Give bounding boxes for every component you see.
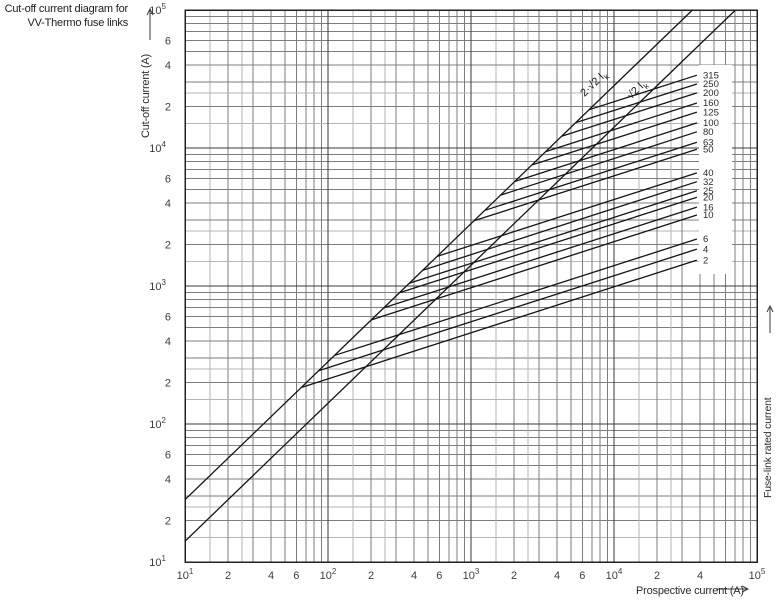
- fuse-cutoff-line: [399, 196, 698, 294]
- y-tick-label: 2: [165, 239, 171, 251]
- x-tick-label: 4: [697, 570, 703, 582]
- chart-title-line1: Cut-off current diagram for: [4, 3, 129, 15]
- fuse-rating-label: 315: [703, 70, 719, 81]
- y-tick-label: 6: [165, 312, 171, 324]
- y-tick-label: 6: [165, 174, 171, 186]
- x-tick-label: 105: [749, 567, 766, 582]
- fuse-rating-label: 125: [703, 107, 719, 118]
- fuse-rating-label: 40: [703, 168, 714, 179]
- x-tick-label: 2: [225, 570, 231, 582]
- fuse-cutoff-line: [383, 206, 698, 309]
- y-tick-label: 6: [165, 450, 171, 462]
- fuse-cutoff-line: [575, 83, 698, 124]
- fuse-rating-label: 250: [703, 79, 719, 90]
- fuse-cutoff-line: [514, 122, 698, 183]
- rating-label-box: [699, 65, 732, 274]
- x-tick-labels: 101 2 4 6 102 2 4 6 103 2 4 6 104 2 4 105: [177, 567, 766, 582]
- x-tick-label: 104: [606, 567, 623, 582]
- y-tick-label: 2: [165, 101, 171, 113]
- fuse-rating-label: 20: [703, 192, 714, 203]
- y-tick-label: 102: [149, 416, 166, 431]
- x-tick-label: 2: [511, 570, 517, 582]
- fuse-cutoff-line: [484, 141, 698, 211]
- x-tick-label: 4: [268, 570, 274, 582]
- y-tick-label: 104: [149, 140, 166, 155]
- x-axis-arrow-icon: [716, 585, 750, 593]
- fuse-cutoff-line: [301, 259, 698, 389]
- fuse-cutoff-line: [334, 238, 698, 357]
- fuse-cutoff-line: [422, 181, 698, 271]
- x-tick-label: 102: [320, 567, 337, 582]
- fuse-cutoff-line: [545, 102, 698, 153]
- fuse-rating-label: 100: [703, 118, 719, 129]
- chart-title-line2: VV-Thermo fuse links: [27, 16, 128, 29]
- y-tick-label: 4: [165, 60, 171, 72]
- x-tick-label: 103: [463, 567, 480, 582]
- y-tick-label: 2: [165, 515, 171, 527]
- y-tick-label: 103: [149, 278, 166, 293]
- x-tick-label: 6: [579, 570, 585, 582]
- fuse-rating-label: 32: [703, 177, 714, 188]
- x-tick-label: 2: [654, 570, 660, 582]
- fuse-rating-label: 63: [703, 137, 714, 148]
- x-tick-label: 2: [368, 570, 374, 582]
- y-tick-label: 4: [165, 198, 171, 210]
- fuse-cutoff-line: [473, 148, 698, 222]
- fuse-rating-label: 160: [703, 98, 719, 109]
- fuse-cutoff-line: [409, 190, 698, 284]
- peak-current-line: [185, 10, 693, 501]
- fuse-cutoff-line: [588, 74, 698, 111]
- x-tick-label: 6: [293, 570, 299, 582]
- fuse-cutoff-line: [561, 92, 698, 137]
- fuse-rating-label: 80: [703, 127, 714, 138]
- fuse-rating-label: 16: [703, 202, 714, 213]
- right-axis-arrow-icon: [766, 304, 774, 333]
- fuse-cutoff-line: [436, 172, 698, 257]
- y-tick-label: 101: [149, 554, 166, 569]
- y-axis-arrow-icon: [146, 7, 154, 40]
- fuse-cutoff-line: [500, 131, 698, 196]
- fuse-rating-label: 4: [703, 244, 708, 255]
- fuse-rating-label: 6: [703, 234, 708, 245]
- x-tick-label: 4: [554, 570, 560, 582]
- y-tick-labels: 105 6 4 2 104 6 4 2 103 6 4 2 102 6 4 2 101: [149, 2, 171, 569]
- fuse-rating-label: 200: [703, 88, 719, 99]
- y-tick-label: 105: [149, 2, 166, 17]
- curves: [185, 10, 736, 542]
- x-tick-label: 6: [436, 570, 442, 582]
- y-axis-label: Cut-off current (A): [140, 53, 152, 138]
- fuse-cutoff-line: [531, 111, 698, 166]
- y-tick-label: 2: [165, 377, 171, 389]
- fuse-rating-label: 50: [703, 144, 714, 155]
- fuse-cutoff-line: [371, 214, 698, 321]
- fuse-rating-label: 25: [703, 186, 714, 197]
- peak-current-line: [185, 10, 736, 542]
- fuse-cutoff-line: [318, 248, 698, 372]
- chart-title: Cut-off current diagram for VV-Thermo fu…: [2, 3, 129, 30]
- y-tick-label: 4: [165, 336, 171, 348]
- x-tick-label: 4: [411, 570, 417, 582]
- y-tick-label: 6: [165, 36, 171, 48]
- fuse-rating-label: 2: [703, 255, 708, 266]
- x-tick-label: 101: [177, 567, 194, 582]
- plot-border: [184, 9, 758, 563]
- x-axis-label: Prospective current (A): [636, 585, 744, 597]
- fuse-rating-label: 10: [703, 210, 714, 221]
- y-tick-label: 4: [165, 474, 171, 486]
- right-axis-label: Fuse-link rated current: [762, 397, 774, 498]
